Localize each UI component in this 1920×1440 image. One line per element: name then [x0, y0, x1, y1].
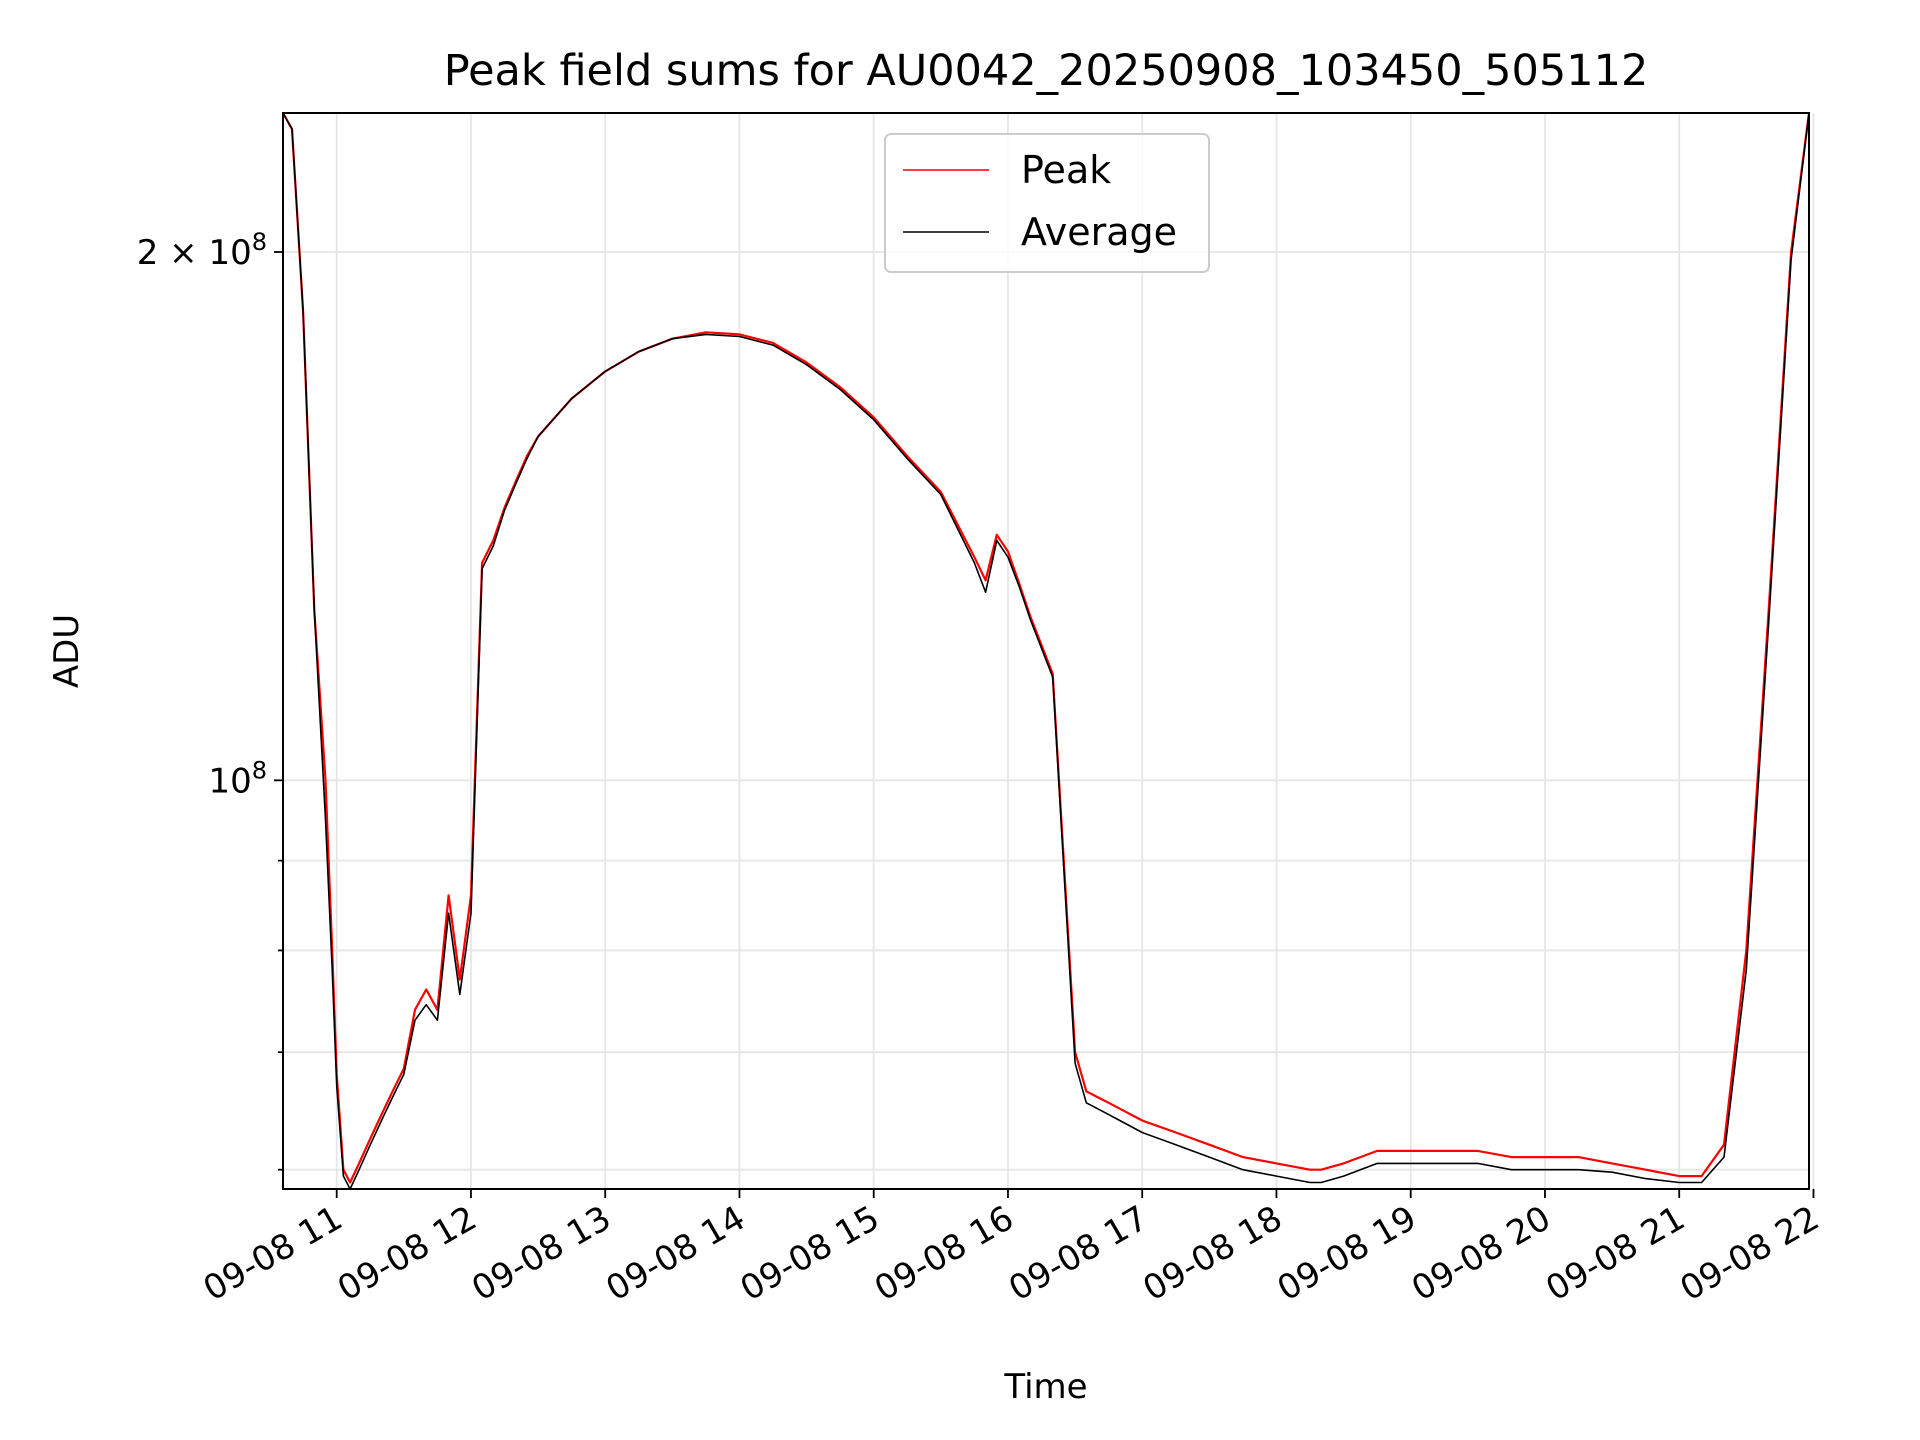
plot-frame	[282, 112, 1810, 1190]
legend: Peak Average	[884, 133, 1210, 273]
chart-title: Peak field sums for AU0042_20250908_1034…	[444, 46, 1649, 96]
y-tick-label: 2 × 108	[137, 228, 267, 273]
y-tick-label: 108	[208, 756, 267, 801]
legend-box	[884, 133, 1210, 273]
series-line-average	[283, 113, 1809, 1189]
legend-peak-label: Peak	[1021, 148, 1111, 192]
x-axis-label: Time	[1003, 1367, 1087, 1407]
y-axis-label: ADU	[47, 614, 87, 688]
series-line-peak	[283, 113, 1809, 1184]
series-layer	[283, 113, 1809, 1189]
legend-average-label: Average	[1021, 210, 1177, 254]
y-axis-ticks: 108 2 × 108	[137, 228, 283, 1171]
